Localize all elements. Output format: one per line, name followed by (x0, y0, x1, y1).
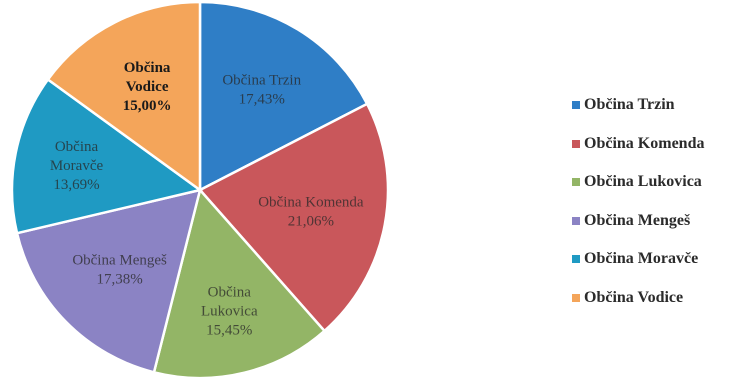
pie-slice-ob-ina-menge- (15, 188, 202, 374)
slice-label: Občina Komenda 21,06% (258, 194, 364, 229)
legend-item: Občina Moravče (572, 240, 704, 279)
pie-slice-ob-ina-morav-e (10, 77, 203, 235)
slice-label: Občina Vodice 15,00% (123, 60, 172, 114)
legend-label: Občina Moravče (584, 250, 699, 268)
chart-legend: Občina Trzin Občina Komenda Občina Lukovic… (572, 86, 704, 317)
slice-label: Občina Mengeš 17,38% (72, 253, 167, 288)
pie-slice-ob-ina-lukovica (152, 187, 327, 380)
legend-swatch (572, 101, 580, 110)
legend-item: Občina Lukovica (572, 163, 704, 202)
legend-swatch (572, 216, 580, 225)
slice-label: Občina Lukovica 15,45% (201, 285, 258, 339)
legend-swatch (572, 139, 580, 148)
legend-swatch (572, 178, 580, 187)
slice-label: Občina Moravče 13,69% (50, 139, 104, 193)
legend-label: Občina Lukovica (584, 173, 702, 191)
slice-label: Občina Trzin 17,43% (222, 72, 301, 107)
pie-slice-ob-ina-vodice (46, 0, 202, 193)
pie-slice-ob-ina-trzin (198, 0, 369, 193)
legend-swatch (572, 293, 580, 302)
legend-item: Občina Trzin (572, 86, 704, 125)
legend-item: Občina Komenda (572, 125, 704, 164)
legend-item: Občina Vodice (572, 279, 704, 318)
legend-label: Občina Vodice (584, 288, 684, 306)
legend-label: Občina Mengeš (584, 211, 691, 229)
legend-item: Občina Mengeš (572, 202, 704, 241)
legend-swatch (572, 255, 580, 264)
legend-label: Občina Komenda (584, 134, 705, 152)
legend-label: Občina Trzin (584, 96, 675, 114)
pie-slice-ob-ina-komenda (198, 102, 390, 333)
